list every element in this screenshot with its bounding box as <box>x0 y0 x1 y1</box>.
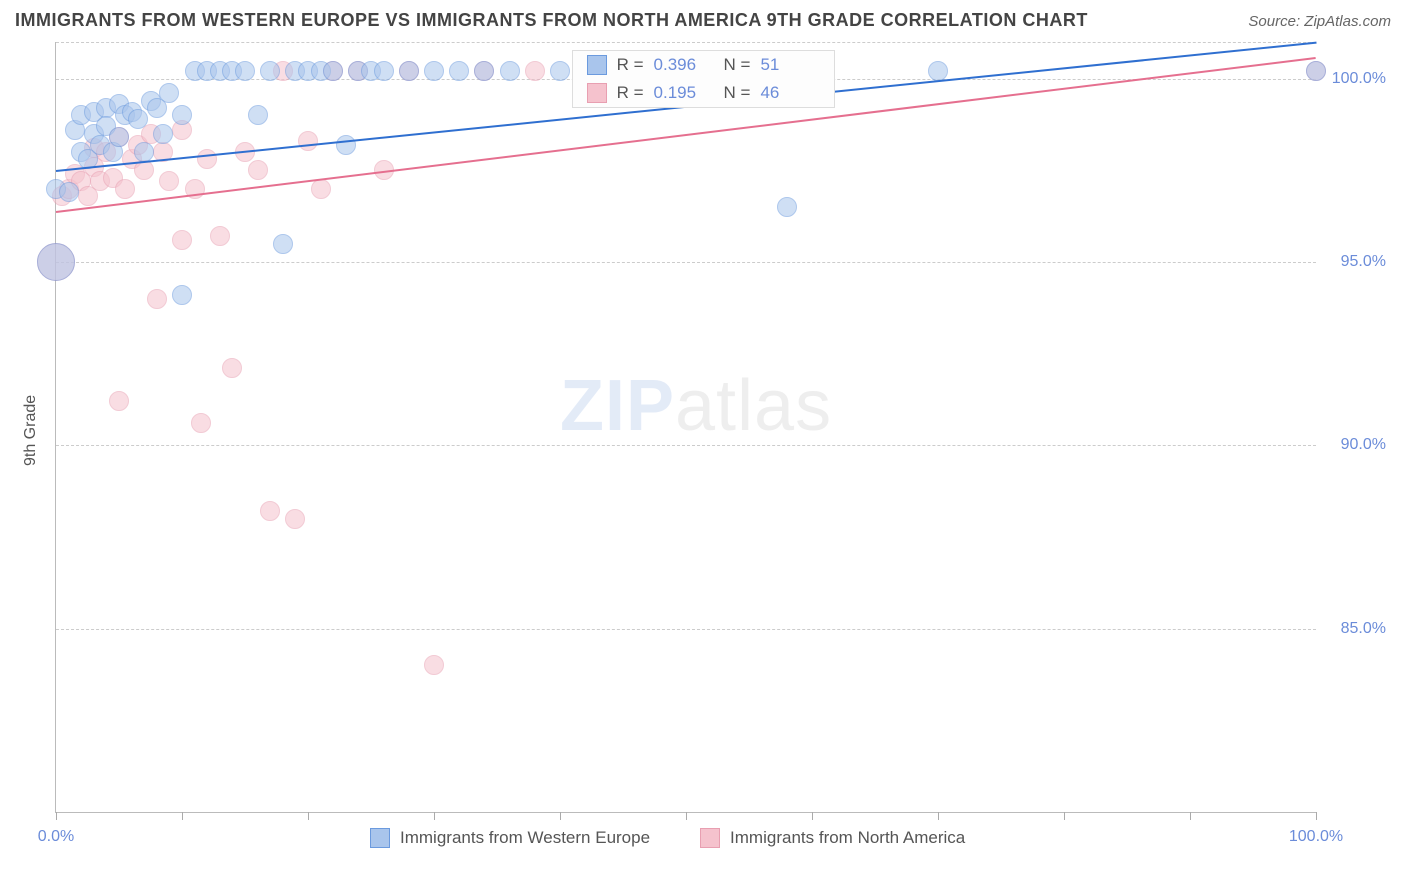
data-point <box>115 179 135 199</box>
data-point <box>323 61 343 81</box>
chart-area: ZIPatlas 85.0%90.0%95.0%100.0%0.0%100.0%… <box>0 42 1406 892</box>
source-name: ZipAtlas.com <box>1304 13 1391 30</box>
series-name: Immigrants from North America <box>730 828 965 848</box>
data-point <box>109 391 129 411</box>
data-point <box>248 105 268 125</box>
n-value: 51 <box>760 55 820 75</box>
legend-swatch <box>370 828 390 848</box>
data-point <box>172 105 192 125</box>
source-attribution: Source: ZipAtlas.com <box>1248 13 1391 30</box>
data-point <box>525 61 545 81</box>
gridline-h <box>56 262 1316 263</box>
data-point <box>449 61 469 81</box>
data-point <box>147 289 167 309</box>
data-point <box>172 285 192 305</box>
y-axis-title: 9th Grade <box>22 394 40 465</box>
data-point <box>153 124 173 144</box>
legend-swatch <box>587 83 607 103</box>
data-point <box>424 655 444 675</box>
source-prefix: Source: <box>1248 13 1304 30</box>
x-tick <box>812 812 813 820</box>
data-point <box>285 509 305 529</box>
data-point <box>235 61 255 81</box>
data-point <box>210 226 230 246</box>
r-value: 0.195 <box>654 83 714 103</box>
data-point <box>109 127 129 147</box>
series-name: Immigrants from Western Europe <box>400 828 650 848</box>
data-point <box>399 61 419 81</box>
data-point <box>928 61 948 81</box>
series-legend-item: Immigrants from North America <box>700 828 965 848</box>
data-point <box>273 234 293 254</box>
data-point <box>1306 61 1326 81</box>
x-tick-label: 100.0% <box>1289 828 1343 846</box>
x-tick <box>1064 812 1065 820</box>
data-point <box>777 197 797 217</box>
data-point <box>37 243 75 281</box>
stats-legend-row: R = 0.195 N = 46 <box>573 79 835 107</box>
gridline-h <box>56 445 1316 446</box>
chart-title: IMMIGRANTS FROM WESTERN EUROPE VS IMMIGR… <box>15 10 1088 31</box>
legend-swatch <box>587 55 607 75</box>
data-point <box>159 171 179 191</box>
gridline-h <box>56 629 1316 630</box>
data-point <box>374 61 394 81</box>
data-point <box>260 501 280 521</box>
x-tick <box>1316 812 1317 820</box>
watermark-atlas: atlas <box>675 366 832 446</box>
y-tick-label: 90.0% <box>1341 436 1386 454</box>
x-tick <box>308 812 309 820</box>
x-tick <box>182 812 183 820</box>
series-legend-item: Immigrants from Western Europe <box>370 828 650 848</box>
n-label: N = <box>724 55 751 75</box>
data-point <box>248 160 268 180</box>
y-tick-label: 100.0% <box>1332 70 1386 88</box>
x-tick <box>1190 812 1191 820</box>
series-legend: Immigrants from Western Europe Immigrants… <box>370 828 965 848</box>
y-tick-label: 95.0% <box>1341 253 1386 271</box>
data-point <box>197 149 217 169</box>
data-point <box>172 230 192 250</box>
data-point <box>336 135 356 155</box>
x-tick <box>686 812 687 820</box>
x-tick-label: 0.0% <box>38 828 74 846</box>
watermark-zip: ZIP <box>560 366 675 446</box>
data-point <box>298 131 318 151</box>
r-label: R = <box>617 55 644 75</box>
plot-region: ZIPatlas 85.0%90.0%95.0%100.0%0.0%100.0% <box>55 42 1316 813</box>
x-tick <box>938 812 939 820</box>
data-point <box>222 358 242 378</box>
legend-swatch <box>700 828 720 848</box>
data-point <box>260 61 280 81</box>
data-point <box>311 179 331 199</box>
data-point <box>59 182 79 202</box>
stats-legend-row: R = 0.396 N = 51 <box>573 51 835 79</box>
data-point <box>500 61 520 81</box>
data-point <box>159 83 179 103</box>
data-point <box>474 61 494 81</box>
stats-legend: R = 0.396 N = 51 R = 0.195 N = 46 <box>572 50 836 108</box>
x-tick <box>56 812 57 820</box>
data-point <box>424 61 444 81</box>
x-tick <box>560 812 561 820</box>
data-point <box>550 61 570 81</box>
n-value: 46 <box>760 83 820 103</box>
y-tick-label: 85.0% <box>1341 620 1386 638</box>
r-label: R = <box>617 83 644 103</box>
x-tick <box>434 812 435 820</box>
watermark: ZIPatlas <box>560 365 832 447</box>
gridline-h <box>56 42 1316 43</box>
chart-header: IMMIGRANTS FROM WESTERN EUROPE VS IMMIGR… <box>15 10 1391 31</box>
data-point <box>128 109 148 129</box>
data-point <box>134 142 154 162</box>
r-value: 0.396 <box>654 55 714 75</box>
n-label: N = <box>724 83 751 103</box>
data-point <box>191 413 211 433</box>
